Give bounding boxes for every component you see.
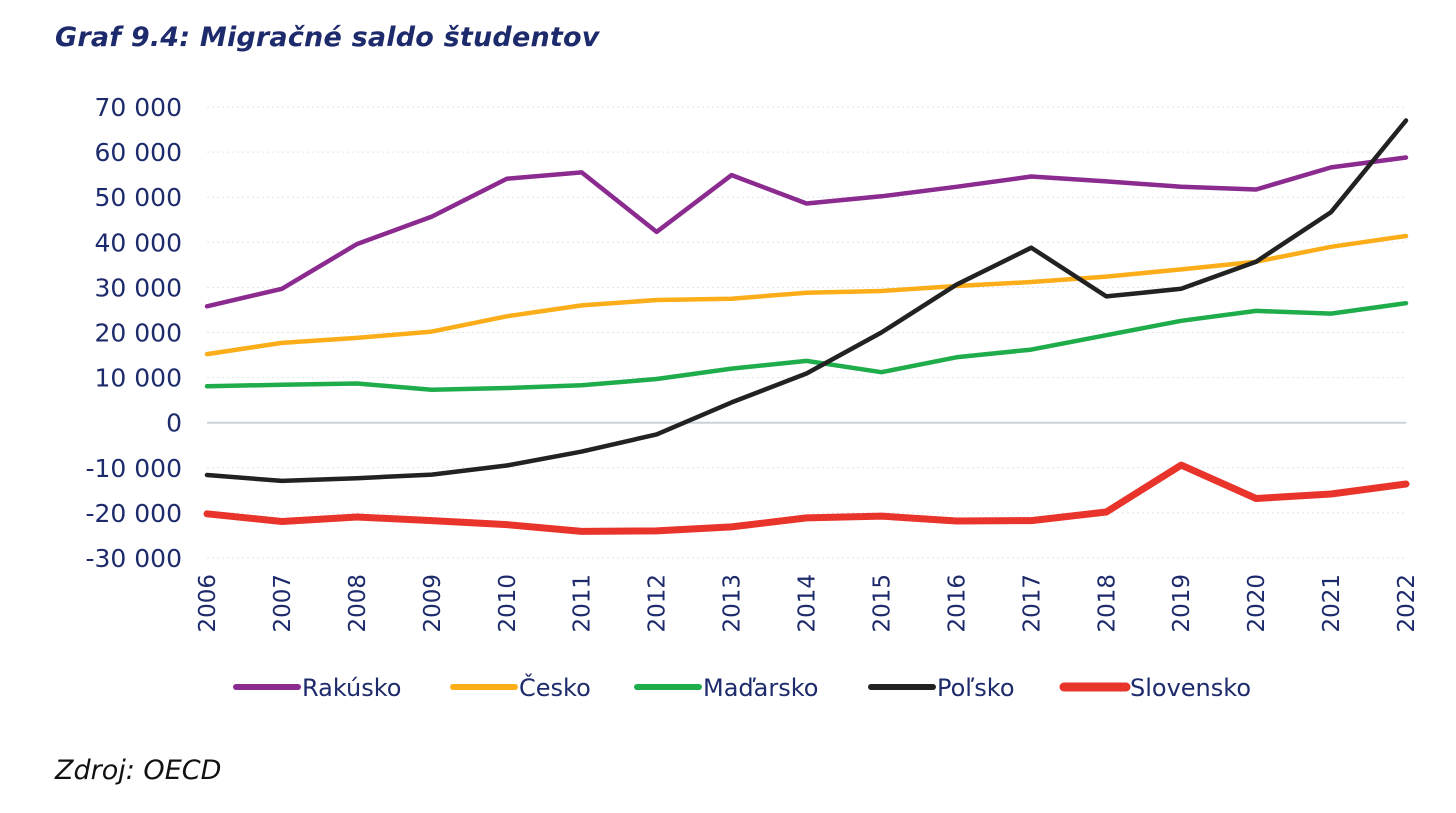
y-tick-label: 50 000 [95,183,182,212]
series-line-madarsko [204,300,1409,393]
y-tick-label: -30 000 [86,544,183,573]
y-tick-label: 70 000 [95,93,182,122]
x-tick-label: 2014 [795,574,821,633]
line-chart: 70 000 60 000 50 000 40 000 30 000 20 000 10 0… [86,93,1421,702]
y-tick-label: 30 000 [95,273,182,302]
legend-label-cesko: Česko [519,672,591,702]
y-tick-label: 20 000 [95,319,182,348]
source-note: Zdroj: OECD [55,755,222,786]
x-tick-label: 2008 [345,574,371,633]
y-tick-label: -10 000 [86,454,183,483]
x-tick-label: 2009 [420,574,446,633]
x-tick-label: 2016 [944,574,970,633]
x-tick-label: 2021 [1319,574,1345,633]
x-tick-label: 2012 [645,574,671,633]
y-tick-label: 0 [166,409,182,438]
series-line-slovensko [203,461,1410,535]
x-tick-label: 2020 [1244,574,1270,633]
x-tick-label: 2019 [1169,574,1195,633]
legend-label-madarsko: Maďarsko [703,674,818,702]
x-tick-label: 2011 [570,574,596,633]
y-tick-label: 60 000 [95,138,182,167]
legend: Rakúsko Česko Maďarsko Poľsko Slovensko [233,672,1251,702]
x-axis-ticks: 2006 2007 2008 2009 2010 2011 2012 2013 2014 2015… [195,574,1420,633]
chart-title: Graf 9.4: Migračné saldo študentov [55,22,600,53]
legend-label-rakusko: Rakúsko [302,674,401,702]
x-tick-label: 2013 [720,574,746,633]
series-line-cesko [204,233,1409,357]
x-tick-label: 2022 [1394,574,1420,633]
y-tick-label: 10 000 [95,364,182,393]
x-tick-label: 2006 [195,574,221,633]
series-line-rakusko [204,155,1409,309]
legend-label-slovensko: Slovensko [1130,674,1251,702]
x-tick-label: 2010 [495,574,521,633]
x-tick-label: 2015 [869,574,895,633]
series-lines [203,118,1410,535]
y-tick-label: 40 000 [95,228,182,257]
x-tick-label: 2007 [270,574,296,633]
x-tick-label: 2017 [1019,574,1045,633]
grid-lines [207,106,1406,559]
x-tick-label: 2018 [1094,574,1120,633]
y-tick-label: -20 000 [86,499,183,528]
series-line-polsko [204,118,1409,484]
y-axis-ticks: 70 000 60 000 50 000 40 000 30 000 20 000 10 0… [86,93,183,573]
legend-label-polsko: Poľsko [937,674,1015,702]
